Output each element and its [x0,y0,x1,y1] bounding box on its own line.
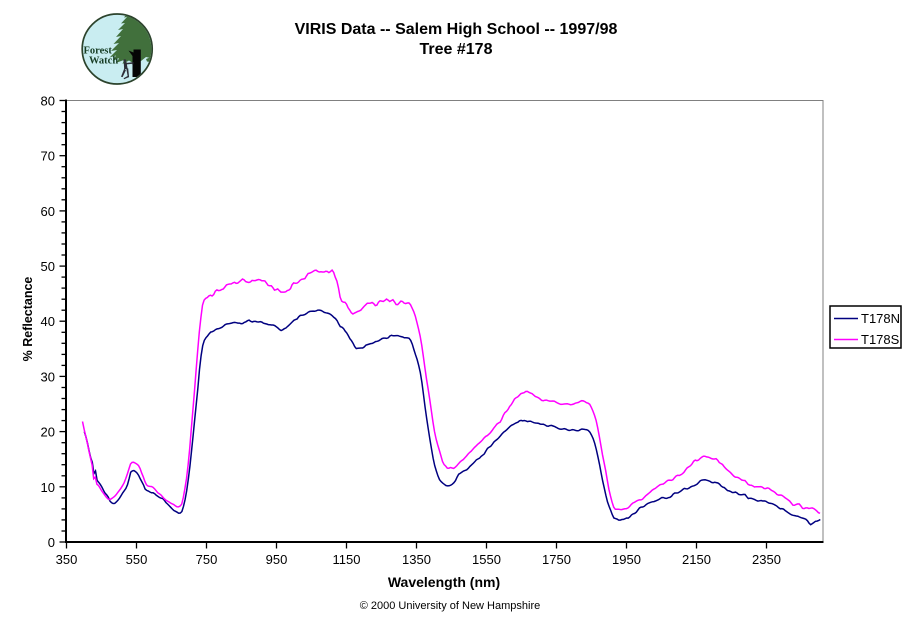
svg-text:Watch: Watch [89,56,118,67]
svg-text:350: 350 [56,552,78,567]
svg-text:© 2000 University of New Hamps: © 2000 University of New Hampshire [360,600,541,612]
svg-text:750: 750 [196,552,218,567]
svg-text:20: 20 [41,425,55,440]
svg-text:1950: 1950 [612,552,641,567]
svg-text:T178N: T178N [861,311,900,326]
svg-text:Tree #178: Tree #178 [420,41,493,58]
svg-text:10: 10 [41,480,55,495]
svg-text:1550: 1550 [472,552,501,567]
svg-text:2350: 2350 [752,552,781,567]
svg-text:VIRIS Data -- Salem High Schoo: VIRIS Data -- Salem High School -- 1997/… [295,21,618,38]
svg-text:Wavelength (nm): Wavelength (nm) [388,574,500,590]
svg-text:1350: 1350 [402,552,431,567]
svg-text:0: 0 [48,535,55,550]
svg-text:1150: 1150 [333,552,361,567]
svg-text:70: 70 [41,149,55,164]
svg-text:50: 50 [41,259,55,274]
svg-text:550: 550 [126,552,148,567]
svg-text:60: 60 [41,204,55,219]
svg-text:Forest: Forest [84,46,113,57]
svg-text:80: 80 [41,94,55,109]
svg-text:30: 30 [41,369,55,384]
svg-text:2150: 2150 [682,552,711,567]
svg-text:% Reflectance: % Reflectance [21,277,35,362]
svg-text:40: 40 [41,314,55,329]
svg-text:1750: 1750 [542,552,571,567]
svg-text:T178S: T178S [861,332,900,347]
svg-text:950: 950 [266,552,288,567]
